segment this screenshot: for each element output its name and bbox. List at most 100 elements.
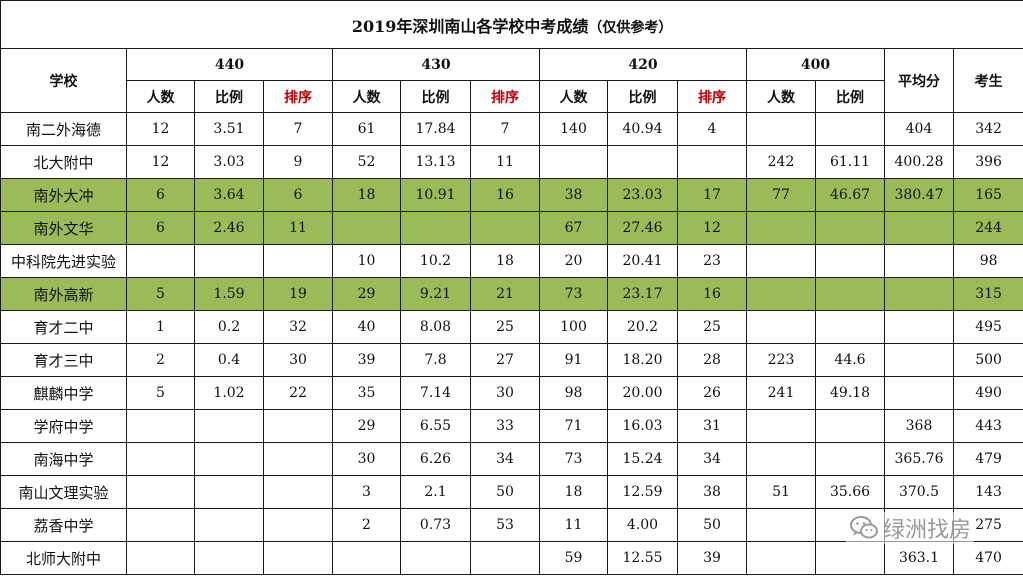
score-cell: 368	[884, 409, 954, 443]
score-cell: 1.59	[194, 277, 264, 311]
avg-header: 平均分	[884, 48, 954, 113]
score-cell	[746, 112, 816, 146]
score-cell: 34	[677, 442, 747, 476]
school-name-cell: 麒麟中学	[0, 376, 127, 410]
school-name-cell: 育才二中	[0, 310, 127, 344]
score-cell: 0.4	[194, 343, 264, 377]
score-cell: 26	[677, 376, 747, 410]
score-cell: 12.59	[607, 475, 678, 509]
score-cell	[884, 343, 954, 377]
score-cell: 443	[952, 409, 1023, 443]
score-cell	[263, 475, 333, 509]
score-cell: 18	[332, 178, 401, 212]
score-cell: 30	[263, 343, 333, 377]
score-cell: 9.21	[400, 277, 471, 311]
school-name-cell: 南外高新	[0, 277, 127, 311]
score-cell: 39	[332, 343, 401, 377]
count-header: 人数	[332, 80, 401, 113]
score-cell: 73	[539, 442, 608, 476]
score-cell	[815, 541, 885, 575]
score-cell	[194, 409, 264, 443]
score-cell: 40.94	[607, 112, 678, 146]
score-cell	[263, 442, 333, 476]
score-cell	[194, 442, 264, 476]
score-cell: 12	[126, 112, 195, 146]
score-cell: 342	[952, 112, 1023, 146]
score-cell: 50	[677, 508, 747, 542]
count-header: 人数	[746, 80, 816, 113]
school-name-cell: 南海中学	[0, 442, 127, 476]
score-cell	[539, 145, 608, 179]
school-name-cell: 中科院先进实验	[0, 244, 127, 278]
score-cell: 6	[263, 178, 333, 212]
score-cell: 11	[470, 145, 540, 179]
school-header: 学校	[0, 48, 127, 113]
table-title: 2019年深圳南山各学校中考成绩（仅供参考）	[0, 0, 1023, 49]
school-name-cell: 育才三中	[0, 343, 127, 377]
score-cell: 6	[126, 178, 195, 212]
score-cell: 33	[470, 409, 540, 443]
score-cell	[746, 277, 816, 311]
score-cell: 7	[470, 112, 540, 146]
score-cell: 46.67	[815, 178, 885, 212]
table-row: 中科院先进实验 10 10.2 18 20 20.41 23 98	[0, 244, 1023, 278]
table-row: 育才二中 1 0.2 32 40 8.08 25 100 20.2 25 495	[0, 310, 1023, 344]
score-cell	[884, 211, 954, 245]
score-cell	[815, 211, 885, 245]
score-cell: 0.73	[400, 508, 471, 542]
score-cell: 400.28	[884, 145, 954, 179]
score-cell	[194, 541, 264, 575]
school-name-cell: 北师大附中	[0, 541, 127, 575]
score-cell: 6.26	[400, 442, 471, 476]
score-cell: 51	[746, 475, 816, 509]
score-cell	[746, 541, 816, 575]
score-cell: 3	[332, 475, 401, 509]
score-cell: 23	[677, 244, 747, 278]
score-cell	[126, 541, 195, 575]
score-cell: 140	[539, 112, 608, 146]
score-cell	[194, 244, 264, 278]
score-cell: 7.8	[400, 343, 471, 377]
score-cell: 3.03	[194, 145, 264, 179]
score-cell: 50	[470, 475, 540, 509]
score-cell: 39	[677, 541, 747, 575]
score-cell: 20.00	[607, 376, 678, 410]
score-cell: 3.64	[194, 178, 264, 212]
score-cell: 22	[263, 376, 333, 410]
score-cell: 31	[677, 409, 747, 443]
score-cell: 4	[677, 112, 747, 146]
score-cell: 19	[263, 277, 333, 311]
score-cell: 98	[952, 244, 1023, 278]
table-row: 南外文华 6 2.46 11 67 27.46 12 244	[0, 211, 1023, 245]
score-cell: 6.55	[400, 409, 471, 443]
score-cell	[815, 310, 885, 344]
score-cell: 98	[539, 376, 608, 410]
score-cell: 27	[470, 343, 540, 377]
score-cell	[263, 541, 333, 575]
score-cell: 18.20	[607, 343, 678, 377]
rank-header: 排序	[470, 80, 540, 113]
score-cell: 404	[884, 112, 954, 146]
score-cell	[126, 442, 195, 476]
score-cell: 370.5	[884, 475, 954, 509]
score-cell: 10.91	[400, 178, 471, 212]
score-cell: 21	[470, 277, 540, 311]
score-cell: 35.66	[815, 475, 885, 509]
score-cell: 44.6	[815, 343, 885, 377]
score-cell: 35	[332, 376, 401, 410]
score-cell: 52	[332, 145, 401, 179]
score-cell: 12	[126, 145, 195, 179]
score-cell: 10	[332, 244, 401, 278]
school-name-cell: 学府中学	[0, 409, 127, 443]
examinees-header: 考生	[952, 48, 1023, 113]
group-header-430: 430	[332, 48, 540, 81]
table-row: 麒麟中学 5 1.02 22 35 7.14 30 98 20.00 26 241 49.18 490	[0, 376, 1023, 410]
score-cell: 4.00	[607, 508, 678, 542]
score-cell	[884, 376, 954, 410]
score-cell: 15.24	[607, 442, 678, 476]
count-header: 人数	[539, 80, 608, 113]
rank-header: 排序	[263, 80, 333, 113]
score-cell	[400, 541, 471, 575]
score-cell: 5	[126, 376, 195, 410]
score-cell	[126, 244, 195, 278]
